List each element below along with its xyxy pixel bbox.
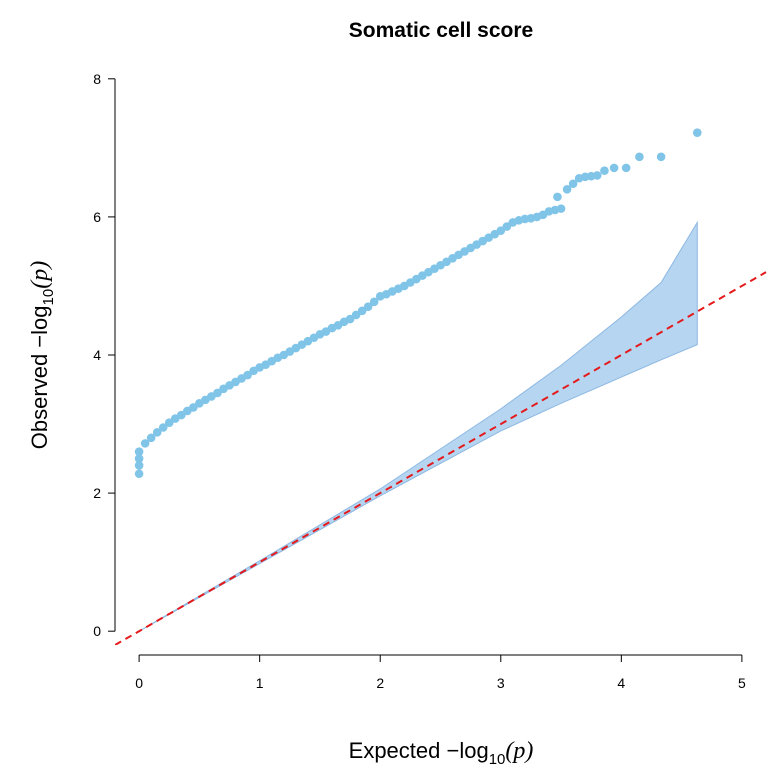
confidence-band xyxy=(138,220,698,632)
x-tick-label: 4 xyxy=(617,675,625,691)
point xyxy=(146,433,156,443)
point xyxy=(357,306,367,316)
x-tick-label: 2 xyxy=(376,675,384,691)
x-tick-label: 1 xyxy=(256,675,264,691)
point xyxy=(351,310,361,320)
y-tick-label: 0 xyxy=(93,623,101,639)
xlabel-part: 10 xyxy=(489,751,506,768)
ylabel-part: 10 xyxy=(40,289,57,306)
point xyxy=(164,418,174,427)
x-tick-label: 3 xyxy=(497,675,505,691)
point xyxy=(692,128,702,137)
y-tick-label: 4 xyxy=(93,347,101,363)
point xyxy=(568,179,578,189)
x-tick-label: 5 xyxy=(738,675,746,691)
point xyxy=(621,163,631,173)
point xyxy=(562,184,572,194)
point xyxy=(635,152,644,162)
point xyxy=(609,163,619,173)
point xyxy=(134,469,144,479)
point xyxy=(134,454,144,463)
point xyxy=(152,428,162,437)
xlabel-part: Expected −log xyxy=(349,738,489,763)
chart-title: Somatic cell score xyxy=(349,19,533,42)
reference-line xyxy=(115,271,767,645)
plot-layer xyxy=(115,128,767,645)
y-tick-label: 2 xyxy=(93,485,101,501)
point xyxy=(134,461,144,470)
point xyxy=(243,370,252,380)
point xyxy=(556,204,566,213)
ylabel-label: Observed −log10(p) xyxy=(27,261,57,449)
point xyxy=(592,171,602,180)
ylabel-part: (p) xyxy=(27,261,53,289)
point xyxy=(369,297,379,307)
point xyxy=(363,302,373,311)
point xyxy=(213,388,222,398)
xlabel-label: Expected −log10(p) xyxy=(349,738,534,768)
point xyxy=(502,222,512,231)
point xyxy=(189,403,198,412)
point xyxy=(134,447,144,456)
point xyxy=(140,439,150,448)
point xyxy=(158,423,168,432)
point xyxy=(656,152,666,162)
point xyxy=(177,410,186,420)
x-tick-label: 0 xyxy=(135,675,143,691)
point xyxy=(600,166,609,175)
point xyxy=(553,192,562,202)
ylabel-part: Observed −log xyxy=(27,305,52,449)
y-tick-label: 6 xyxy=(93,209,101,225)
y-tick-label: 8 xyxy=(93,71,101,87)
xlabel-part: (p) xyxy=(505,738,533,764)
point xyxy=(345,314,355,324)
point xyxy=(496,226,506,236)
